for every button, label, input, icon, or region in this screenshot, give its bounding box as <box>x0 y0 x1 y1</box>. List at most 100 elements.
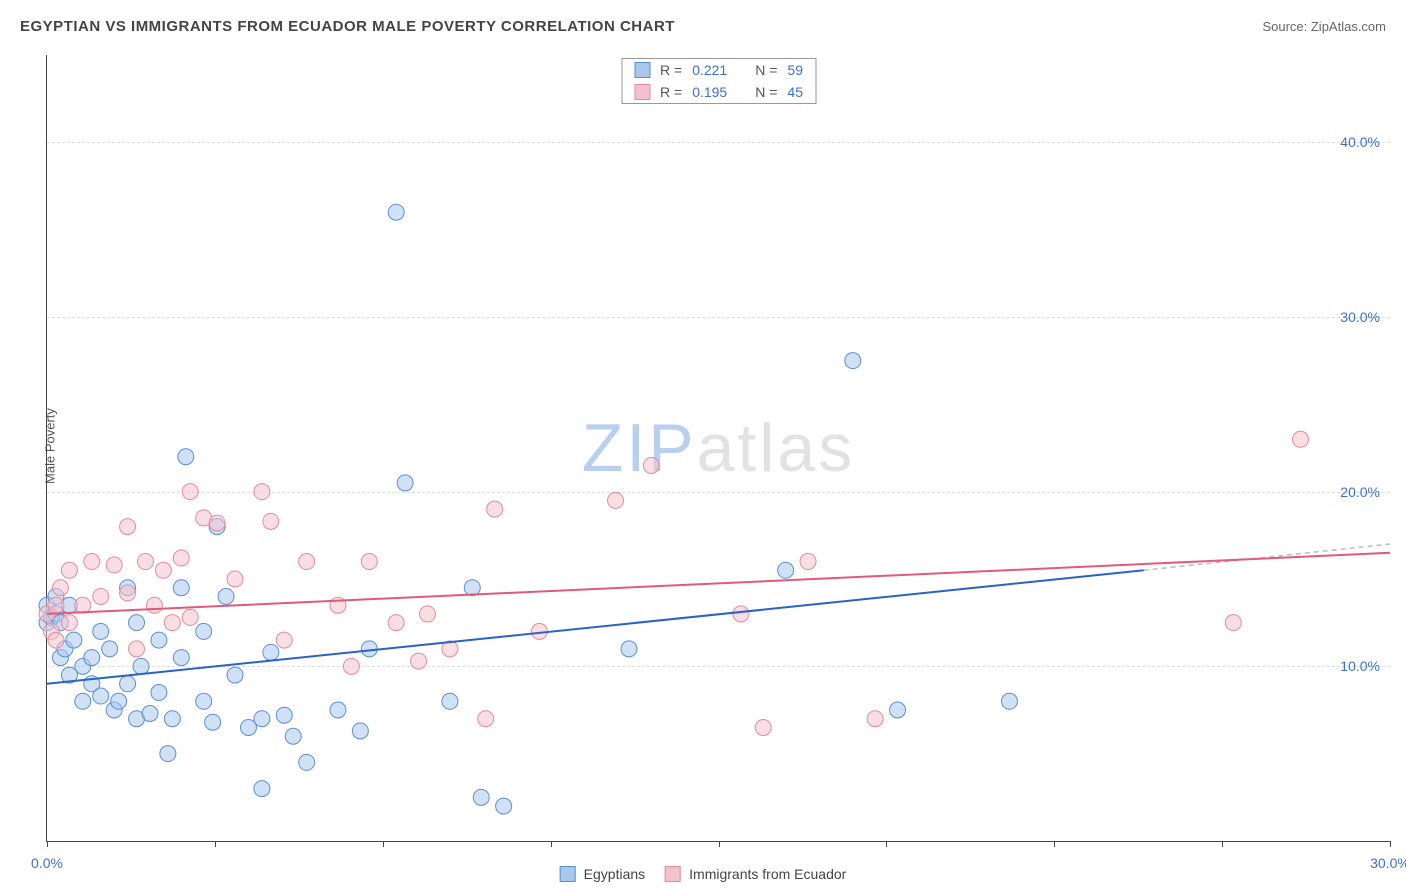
legend-swatch-egyptians <box>560 866 576 882</box>
n-value-ecuador: 45 <box>787 84 803 100</box>
data-point <box>442 693 458 709</box>
data-point <box>397 475 413 491</box>
data-point <box>120 519 136 535</box>
x-tick <box>1390 841 1391 847</box>
data-point <box>1225 615 1241 631</box>
data-point <box>93 688 109 704</box>
data-point <box>621 641 637 657</box>
data-point <box>209 515 225 531</box>
data-point <box>137 554 153 570</box>
source-label: Source: ZipAtlas.com <box>1262 19 1386 34</box>
data-point <box>48 597 64 613</box>
chart-title: EGYPTIAN VS IMMIGRANTS FROM ECUADOR MALE… <box>20 18 675 35</box>
data-point <box>102 641 118 657</box>
legend-item-egyptians: Egyptians <box>560 866 645 882</box>
data-point <box>845 353 861 369</box>
data-point <box>299 554 315 570</box>
data-point <box>151 685 167 701</box>
x-tick <box>215 841 216 847</box>
x-tick <box>886 841 887 847</box>
swatch-egyptians <box>634 62 650 78</box>
data-point <box>352 723 368 739</box>
data-point <box>173 650 189 666</box>
data-point <box>487 501 503 517</box>
y-tick-label: 10.0% <box>1340 658 1380 674</box>
data-point <box>66 632 82 648</box>
data-point <box>75 693 91 709</box>
data-point <box>155 562 171 578</box>
data-point <box>61 562 77 578</box>
data-point <box>173 580 189 596</box>
data-point <box>263 644 279 660</box>
data-point <box>146 597 162 613</box>
r-label: R = <box>660 62 682 78</box>
data-point <box>164 615 180 631</box>
data-point <box>196 693 212 709</box>
data-point <box>227 571 243 587</box>
legend-item-ecuador: Immigrants from Ecuador <box>665 866 846 882</box>
regression-extension <box>1144 544 1390 570</box>
stats-row-egyptians: R = 0.221 N = 59 <box>622 59 815 81</box>
data-point <box>164 711 180 727</box>
data-point <box>330 702 346 718</box>
data-point <box>778 562 794 578</box>
data-point <box>254 711 270 727</box>
data-point <box>643 457 659 473</box>
source-value: ZipAtlas.com <box>1311 19 1386 34</box>
data-point <box>61 615 77 631</box>
swatch-ecuador <box>634 84 650 100</box>
x-tick <box>1222 841 1223 847</box>
data-point <box>1292 431 1308 447</box>
data-point <box>106 557 122 573</box>
n-label: N = <box>755 62 777 78</box>
data-point <box>173 550 189 566</box>
n-label: N = <box>755 84 777 100</box>
x-tick-label: 30.0% <box>1370 855 1406 871</box>
data-point <box>84 650 100 666</box>
data-point <box>227 667 243 683</box>
data-point <box>52 580 68 596</box>
data-point <box>182 609 198 625</box>
x-tick <box>1054 841 1055 847</box>
data-point <box>254 484 270 500</box>
data-point <box>496 798 512 814</box>
stats-legend: R = 0.221 N = 59 R = 0.195 N = 45 <box>621 58 816 104</box>
data-point <box>120 585 136 601</box>
data-point <box>178 449 194 465</box>
legend-label-egyptians: Egyptians <box>584 866 645 882</box>
regression-line <box>47 570 1144 684</box>
y-tick-label: 40.0% <box>1340 134 1380 150</box>
r-label: R = <box>660 84 682 100</box>
data-point <box>218 588 234 604</box>
data-point <box>75 597 91 613</box>
bottom-legend: Egyptians Immigrants from Ecuador <box>560 866 847 882</box>
x-tick <box>551 841 552 847</box>
data-point <box>263 513 279 529</box>
data-point <box>276 707 292 723</box>
data-point <box>111 693 127 709</box>
x-tick <box>47 841 48 847</box>
data-point <box>133 658 149 674</box>
y-tick-label: 20.0% <box>1340 484 1380 500</box>
y-tick-label: 30.0% <box>1340 309 1380 325</box>
data-point <box>478 711 494 727</box>
x-tick <box>383 841 384 847</box>
data-point <box>420 606 436 622</box>
regression-line <box>47 553 1390 614</box>
data-point <box>388 615 404 631</box>
data-point <box>160 746 176 762</box>
r-value-egyptians: 0.221 <box>692 62 727 78</box>
r-value-ecuador: 0.195 <box>692 84 727 100</box>
data-point <box>800 554 816 570</box>
source-prefix: Source: <box>1262 19 1310 34</box>
scatter-chart: ZIPatlas R = 0.221 N = 59 R = 0.195 N = … <box>46 55 1390 842</box>
data-point <box>93 588 109 604</box>
data-point <box>84 554 100 570</box>
data-point <box>343 658 359 674</box>
data-point <box>129 615 145 631</box>
data-point <box>129 641 145 657</box>
data-point <box>142 705 158 721</box>
data-point <box>120 676 136 692</box>
data-point <box>890 702 906 718</box>
data-point <box>205 714 221 730</box>
